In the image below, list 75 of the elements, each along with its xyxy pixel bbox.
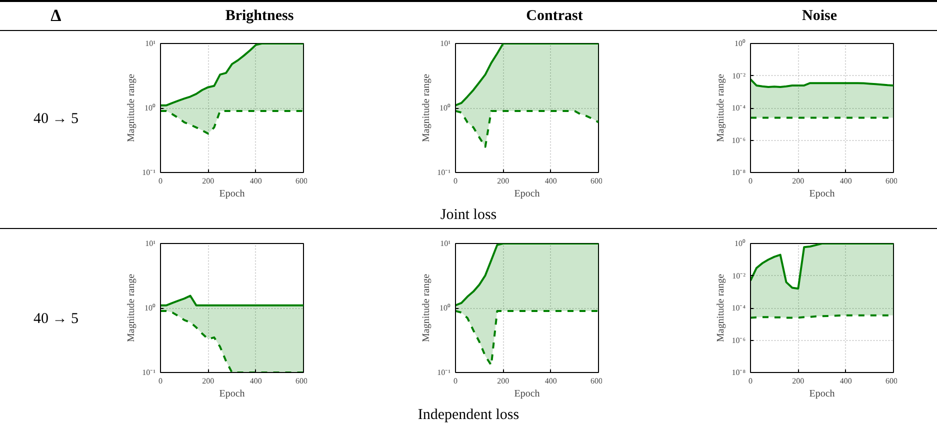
y-tick-label: 10⁻² xyxy=(732,271,746,280)
y-tick-label: 10⁻² xyxy=(732,71,746,80)
y-axis-title: Magnitude range xyxy=(421,273,432,342)
x-axis-title: Epoch xyxy=(514,388,540,400)
y-tick-label: 10¹ xyxy=(440,239,452,248)
x-axis-title: Epoch xyxy=(219,388,245,400)
text: Δ xyxy=(50,5,62,27)
y-tick-label: 10¹ xyxy=(145,39,156,48)
text: Independent loss xyxy=(418,406,520,425)
x-tick-label: 0 xyxy=(158,176,162,186)
x-tick-label: 400 xyxy=(840,376,852,386)
line-series xyxy=(750,78,894,88)
y-axis-title: Magnitude range xyxy=(421,73,432,142)
x-tick-label: 400 xyxy=(250,376,262,386)
y-tick-label: 10⁻⁴ xyxy=(732,304,746,312)
y-tick-label: 10⁰ xyxy=(144,104,156,112)
y-tick-label: 10⁻⁶ xyxy=(732,136,746,145)
x-tick-label: 600 xyxy=(886,376,898,386)
line-series xyxy=(456,44,598,106)
y-axis-title: Magnitude range xyxy=(716,73,727,142)
x-axis-title: Epoch xyxy=(514,188,540,200)
y-tick-label: 10⁰ xyxy=(144,304,156,312)
x-tick-label: 200 xyxy=(497,176,510,186)
x-tick-label: 0 xyxy=(454,376,458,386)
y-tick-label: 10⁰ xyxy=(734,39,746,48)
x-tick-label: 200 xyxy=(497,376,510,386)
y-tick-label: 10⁻⁸ xyxy=(732,168,746,177)
line-series xyxy=(456,310,598,366)
text: 40 → 5 xyxy=(34,310,78,329)
x-tick-label: 600 xyxy=(590,376,602,386)
chart-title: Contrast xyxy=(526,7,583,26)
x-tick-label: 200 xyxy=(202,176,214,186)
x-axis-title: Epoch xyxy=(219,188,245,200)
chart-title: Brightness xyxy=(225,7,294,26)
line-series xyxy=(160,110,304,135)
line-series xyxy=(456,110,598,148)
x-tick-label: 600 xyxy=(886,176,898,186)
x-tick-label: 200 xyxy=(792,376,804,386)
y-tick-label: 10¹ xyxy=(145,239,156,248)
line-series xyxy=(160,294,304,306)
x-tick-label: 600 xyxy=(296,376,308,386)
x-axis-title: Epoch xyxy=(809,188,835,200)
y-axis-title: Magnitude range xyxy=(126,73,138,142)
x-tick-label: 600 xyxy=(590,176,602,186)
x-tick-label: 400 xyxy=(544,176,557,186)
y-tick-label: 10⁻⁸ xyxy=(732,368,746,377)
text: Joint loss xyxy=(440,206,497,225)
y-axis-title: Magnitude range xyxy=(126,273,138,342)
x-tick-label: 200 xyxy=(202,376,214,386)
y-tick-label: 10⁰ xyxy=(440,304,450,312)
x-tick-label: 600 xyxy=(296,176,308,186)
y-tick-label: 10⁻⁶ xyxy=(732,336,746,345)
chart-title: Noise xyxy=(802,7,837,26)
x-axis-title: Epoch xyxy=(809,388,835,400)
y-tick-label: 10⁰ xyxy=(734,239,746,248)
line-series xyxy=(456,244,598,306)
line-series xyxy=(750,244,894,290)
y-tick-label: 10¹ xyxy=(440,39,452,48)
x-tick-label: 0 xyxy=(158,376,162,386)
y-tick-label: 10⁻¹ xyxy=(437,368,452,377)
line-series xyxy=(160,44,304,106)
x-tick-label: 400 xyxy=(840,176,852,186)
y-tick-label: 10⁻⁴ xyxy=(732,104,746,112)
x-tick-label: 200 xyxy=(792,176,804,186)
y-axis-title: Magnitude range xyxy=(716,273,727,342)
x-tick-label: 400 xyxy=(544,376,557,386)
y-tick-label: 10⁻¹ xyxy=(142,368,156,377)
x-tick-label: 0 xyxy=(454,176,458,186)
x-tick-label: 0 xyxy=(748,176,752,186)
y-tick-label: 10⁻¹ xyxy=(142,168,156,177)
x-tick-label: 0 xyxy=(748,376,752,386)
x-tick-label: 400 xyxy=(250,176,262,186)
y-tick-label: 10⁰ xyxy=(440,104,450,112)
text: 40 → 5 xyxy=(34,110,78,129)
y-tick-label: 10⁻¹ xyxy=(437,168,452,177)
